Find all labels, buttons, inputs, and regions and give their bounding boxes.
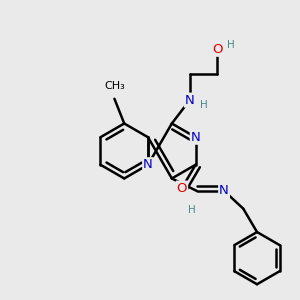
Text: N: N [219, 184, 229, 197]
Text: N: N [143, 158, 153, 171]
Text: CH₃: CH₃ [104, 81, 125, 91]
Text: H: H [200, 100, 207, 110]
Text: O: O [212, 43, 222, 56]
Text: H: H [227, 40, 235, 50]
Text: O: O [177, 182, 187, 195]
Text: N: N [185, 94, 195, 106]
Text: H: H [188, 205, 196, 214]
Text: N: N [191, 131, 200, 144]
